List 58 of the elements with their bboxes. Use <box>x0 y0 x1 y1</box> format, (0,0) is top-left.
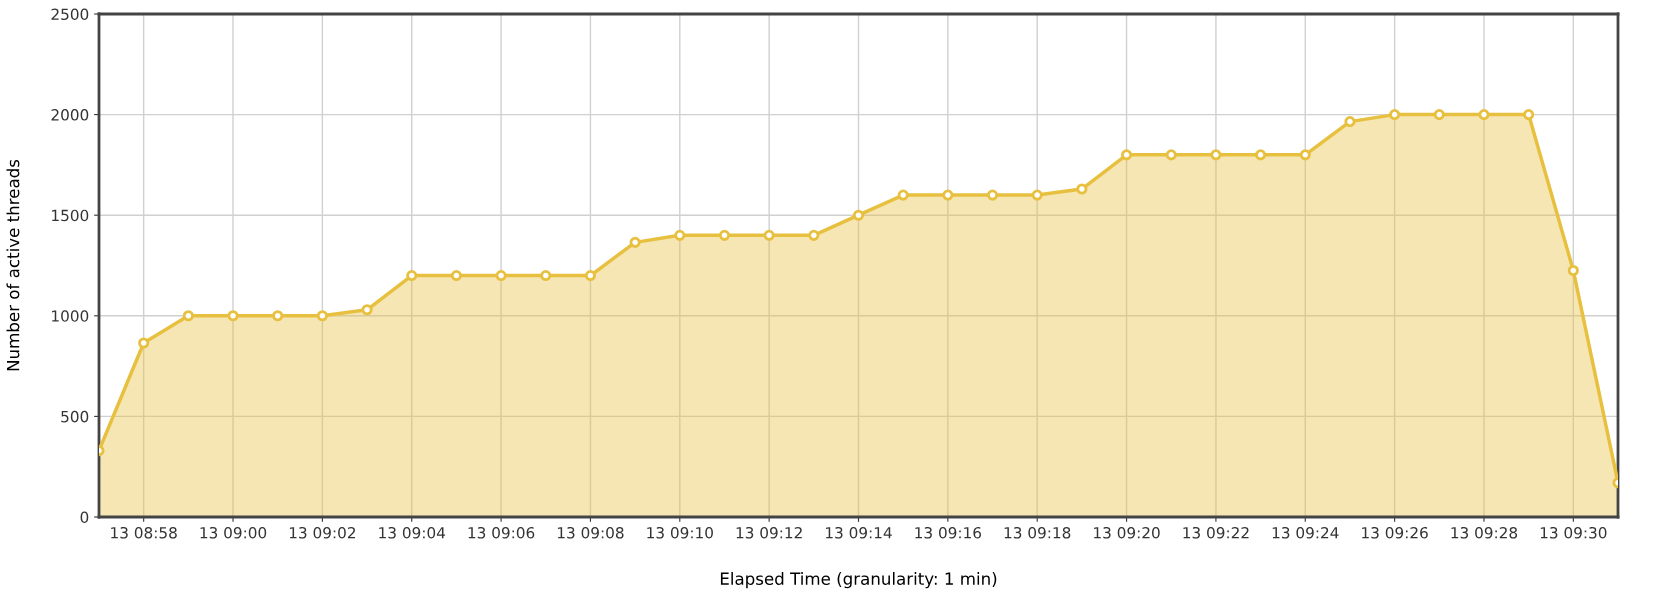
point <box>227 310 239 322</box>
x-tick-label: 13 09:12 <box>736 526 802 539</box>
x-tick-label: 13 09:16 <box>915 526 982 539</box>
y-axis-title: Number of active threads <box>6 159 20 371</box>
point <box>808 229 820 241</box>
y-tick-label: 1500 <box>52 209 89 222</box>
x-tick-label: 13 09:24 <box>1272 526 1339 539</box>
x-tick-label: 13 09:08 <box>557 526 624 539</box>
point <box>1523 109 1535 121</box>
x-axis-title: Elapsed Time (granularity: 1 min) <box>720 572 997 589</box>
point <box>540 270 552 282</box>
point <box>1344 116 1356 128</box>
point <box>1299 149 1311 161</box>
point <box>674 229 686 241</box>
x-tick-label: 13 09:14 <box>826 526 892 539</box>
point <box>1121 149 1133 161</box>
point <box>897 189 909 201</box>
point <box>272 310 284 322</box>
x-tick-label: 13 09:02 <box>289 526 356 539</box>
y-tick-label: 2500 <box>51 8 89 21</box>
point <box>1255 149 1267 161</box>
x-tick-label: 13 09:20 <box>1094 526 1160 539</box>
point <box>450 270 462 282</box>
point <box>1389 109 1401 121</box>
point <box>406 270 418 282</box>
x-tick-label: 13 09:00 <box>200 526 267 539</box>
x-tick-label: 13 09:30 <box>1540 526 1607 539</box>
x-tick-label: 13 09:22 <box>1183 526 1249 539</box>
x-tick-label: 13 08:58 <box>111 526 177 539</box>
x-tick-label: 13 09:06 <box>468 526 535 539</box>
x-tick-label: 13 09:28 <box>1451 526 1518 539</box>
point <box>718 229 731 241</box>
y-tick-label: 500 <box>61 410 89 423</box>
point <box>584 270 596 282</box>
y-tick-label: 1000 <box>52 310 89 322</box>
point <box>138 337 150 349</box>
point <box>316 310 328 322</box>
point <box>1478 109 1490 121</box>
x-tick-label: 13 09:10 <box>647 526 713 539</box>
point <box>1165 149 1177 161</box>
point <box>495 270 507 282</box>
point <box>986 189 999 201</box>
point <box>1076 183 1088 195</box>
y-tick-label: 2000 <box>51 109 89 121</box>
y-tick-label: 0 <box>80 511 89 524</box>
point <box>1567 264 1579 277</box>
point <box>852 209 865 221</box>
point <box>629 236 641 248</box>
point <box>763 229 775 241</box>
point <box>182 310 194 322</box>
point <box>942 189 954 201</box>
point <box>1433 109 1445 121</box>
point <box>361 304 373 316</box>
point <box>1210 149 1222 161</box>
x-tick-label: 13 09:04 <box>379 526 446 539</box>
x-tick-label: 13 09:26 <box>1362 526 1428 539</box>
point <box>1031 189 1043 201</box>
x-tick-label: 13 09:18 <box>1004 526 1071 539</box>
